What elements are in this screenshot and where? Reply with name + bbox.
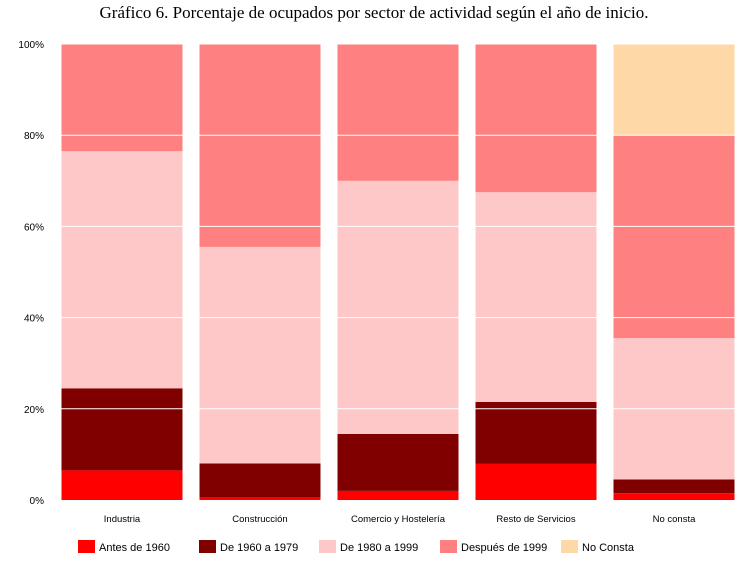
gridlines xyxy=(52,43,742,410)
bar-segment xyxy=(613,479,735,494)
bar-segment xyxy=(337,490,459,500)
y-tick-label: 0% xyxy=(30,496,45,507)
legend-swatch xyxy=(78,540,95,553)
x-axis: Industria Construcción Comercio y Hosteler… xyxy=(104,514,696,525)
x-tick-label: No consta xyxy=(653,514,696,525)
bar-segment xyxy=(475,463,597,500)
bar-segment xyxy=(475,192,597,402)
bar-segment xyxy=(61,151,183,389)
legend-label: Después de 1999 xyxy=(461,542,547,554)
legend-label: Antes de 1960 xyxy=(99,542,170,554)
y-tick-label: 60% xyxy=(24,222,44,233)
x-tick-label: Resto de Servicios xyxy=(496,514,575,525)
legend-swatch xyxy=(199,540,216,553)
y-axis: 0% 20% 40% 60% 80% 100% xyxy=(18,40,44,507)
y-tick-label: 40% xyxy=(24,314,44,325)
legend: Antes de 1960 De 1960 a 1979 De 1980 a 199… xyxy=(78,540,635,554)
bar-segment xyxy=(61,388,183,471)
bar-segment xyxy=(61,44,183,152)
legend-label: No Consta xyxy=(582,542,635,554)
bar-segment xyxy=(61,470,183,500)
bar-segment xyxy=(337,433,459,491)
legend-swatch xyxy=(440,540,457,553)
legend-label: De 1980 a 1999 xyxy=(340,542,418,554)
y-tick-label: 100% xyxy=(18,40,44,51)
bar-segment xyxy=(199,246,321,464)
bar-segment xyxy=(613,44,735,136)
legend-swatch xyxy=(561,540,578,553)
chart-title: Gráfico 6. Porcentaje de ocupados por se… xyxy=(99,3,649,22)
bars-group xyxy=(61,44,735,500)
x-tick-label: Comercio y Hostelería xyxy=(351,514,446,525)
legend-swatch xyxy=(319,540,336,553)
bar-segment xyxy=(613,135,735,339)
bar-segment xyxy=(613,493,735,500)
bar-segment xyxy=(337,44,459,181)
y-tick-label: 80% xyxy=(24,131,44,142)
bar-segment xyxy=(199,463,321,498)
y-tick-label: 20% xyxy=(24,405,44,416)
bar-segment xyxy=(475,44,597,193)
bar-segment xyxy=(199,44,321,247)
bar-segment xyxy=(475,402,597,464)
x-tick-label: Construcción xyxy=(232,514,287,525)
legend-label: De 1960 a 1979 xyxy=(220,542,298,554)
x-tick-label: Industria xyxy=(104,514,141,525)
bar-segment xyxy=(199,497,321,500)
bar-segment xyxy=(337,180,459,434)
